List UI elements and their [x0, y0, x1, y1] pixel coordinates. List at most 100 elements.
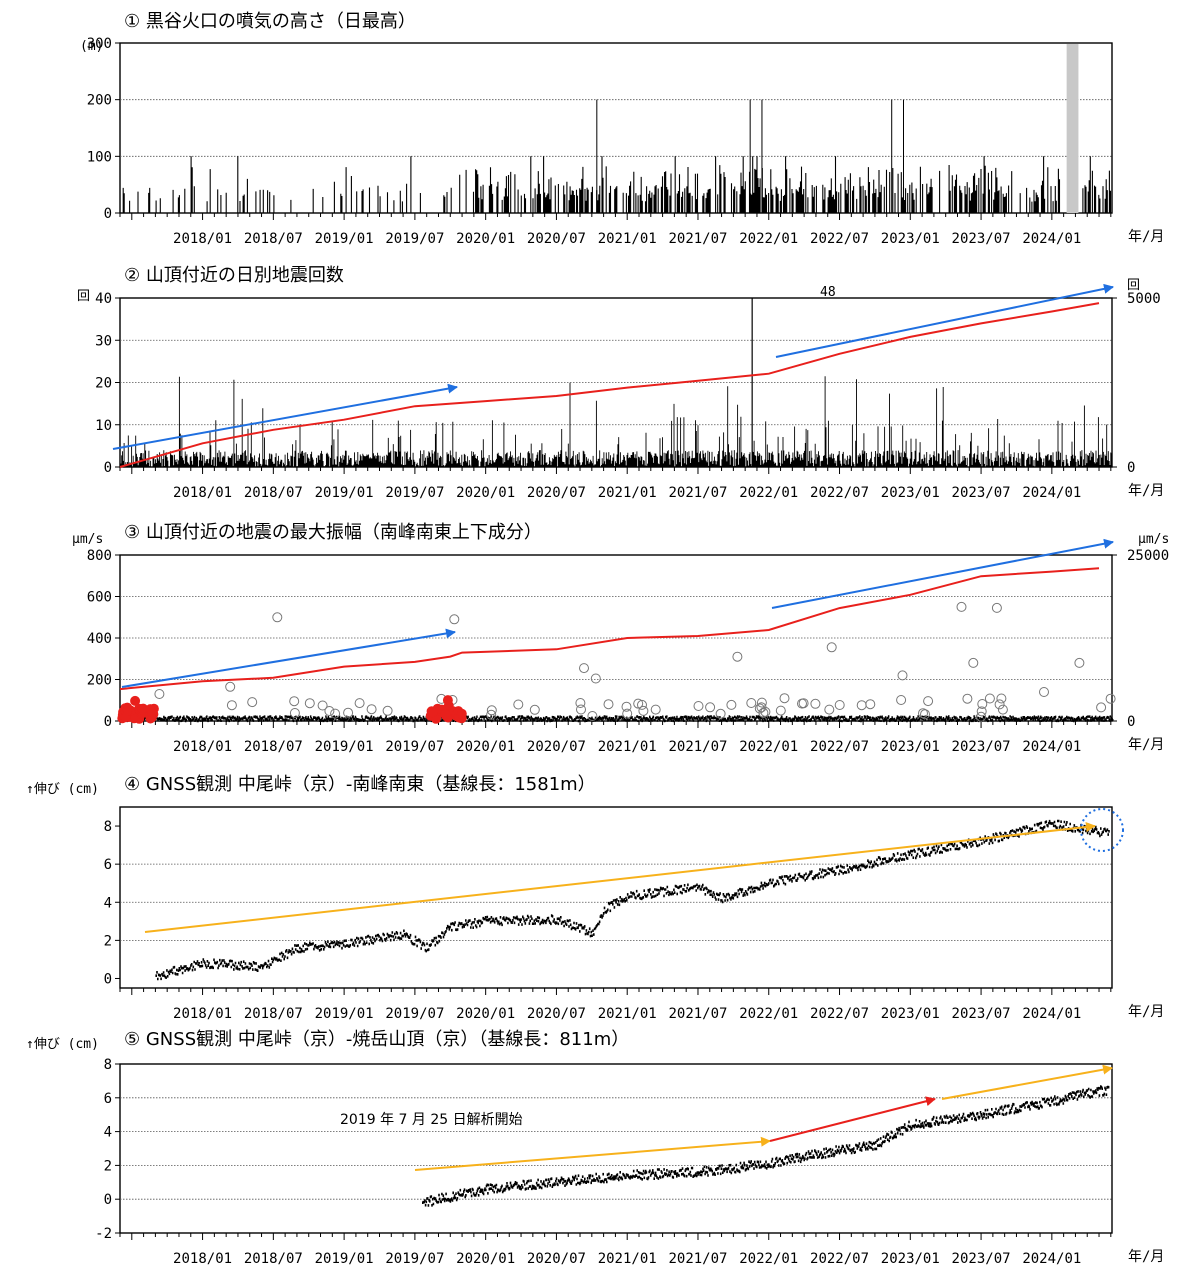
y-tick-label: 100 — [87, 149, 112, 165]
gnss-baseline-points — [155, 819, 1110, 981]
y-tick-label: 4 — [104, 895, 112, 911]
panel-2-plot: 0 10 20 30 40 0 5000 2018/01 2018/07 2019/01 2019/… — [95, 283, 1164, 501]
x-tick-label: 2022/01 — [739, 1251, 798, 1267]
amplitude-point — [603, 699, 614, 710]
x-tick-label: 2019/01 — [315, 485, 374, 501]
amplitude-point — [575, 698, 586, 708]
panel-1: (m) ① 黒谷火口の噴気の高さ（日最高） 0 100 200 300 2018/01 2… — [80, 11, 1164, 247]
amplitude-point — [756, 702, 767, 713]
amplitude-point — [834, 700, 845, 710]
x-tick-label: 2023/01 — [881, 1251, 940, 1267]
x-tick-label: 2018/01 — [173, 1251, 232, 1267]
amplitude-point — [856, 700, 867, 711]
panel-1-ylabel: (m) — [80, 39, 103, 54]
plot-frame — [119, 806, 1113, 989]
amplitude-point — [622, 708, 633, 719]
x-tick-label: 2020/07 — [527, 739, 586, 755]
amplitude-point — [758, 707, 769, 718]
x-tick-label: 2021/01 — [598, 739, 657, 755]
x-tick-label: 2024/01 — [1022, 1006, 1081, 1022]
x-tick-label: 2024/01 — [1022, 1251, 1081, 1267]
x-tick-label: 2019/01 — [315, 1251, 374, 1267]
trend-arrow — [771, 538, 1114, 609]
y2-tick-label: 5000 — [1127, 291, 1161, 307]
y-tick-label: 20 — [95, 376, 112, 392]
y-tick-label: 0 — [104, 971, 112, 987]
x-tick-label: 2023/07 — [952, 485, 1011, 501]
x-tick-label: 2022/07 — [810, 1251, 869, 1267]
amplitude-point — [247, 697, 258, 708]
amplitude-point — [994, 699, 1005, 710]
y-tick-label: 300 — [87, 36, 112, 52]
x-tick-label: 2019/01 — [315, 739, 374, 755]
amplitude-point — [637, 699, 647, 710]
earthquake-count-bars — [119, 376, 1113, 467]
amplitude-point — [343, 707, 354, 718]
red-amplitude-point — [427, 707, 438, 718]
x-tick-label: 2020/01 — [456, 1251, 515, 1267]
panel-4: ↑伸び (cm) ④ GNSS観測 中尾峠（京）-南峰南東（基線長：1581m）… — [26, 774, 1164, 1022]
gnss-baseline-points — [422, 1085, 1110, 1207]
y-tick-label: 30 — [95, 333, 112, 349]
panel-4-ylabel: ↑伸び (cm) — [26, 782, 99, 797]
red-amplitude-point — [456, 708, 467, 719]
x-tick-label: 2019/01 — [315, 231, 374, 247]
x-tick-label: 2023/07 — [952, 1006, 1011, 1022]
amplitude-point — [486, 709, 497, 720]
amplitude-point — [324, 706, 335, 716]
large-amplitude-point — [1039, 687, 1049, 697]
panel-2-ylabel-right: 回 — [1127, 278, 1140, 293]
red-amplitude-point — [147, 708, 158, 719]
amplitude-point — [366, 704, 377, 715]
y-tick-label: 600 — [87, 590, 112, 606]
x-unit-label: 年/月 — [1128, 229, 1164, 245]
amplitude-point — [726, 699, 737, 710]
y-tick-label: 4 — [104, 1125, 112, 1141]
x-tick-label: 2018/01 — [173, 231, 232, 247]
y-tick-label: 200 — [87, 673, 112, 689]
large-amplitude-point — [590, 673, 601, 684]
amplitude-point — [289, 708, 300, 718]
x-tick-label: 2021/01 — [598, 1006, 657, 1022]
amplitude-point — [824, 704, 835, 715]
amplitude-point — [976, 706, 987, 717]
x-tick-label: 2021/07 — [668, 485, 727, 501]
x-tick-label: 2018/07 — [244, 1006, 303, 1022]
y-tick-label: 6 — [104, 1091, 112, 1107]
y-tick-label: 40 — [95, 291, 112, 307]
large-amplitude-point — [956, 601, 967, 612]
amplitude-point — [977, 699, 988, 709]
large-amplitude-point — [449, 614, 460, 625]
y-tick-label: 200 — [87, 93, 112, 109]
amplitude-point — [638, 705, 649, 716]
amplitude-point — [513, 699, 524, 710]
x-unit-label: 年/月 — [1128, 737, 1164, 753]
large-amplitude-point — [991, 602, 1002, 613]
panel-5-title: ⑤ GNSS観測 中尾峠（京）-焼岳山頂（京）（基線長：811m） — [124, 1029, 629, 1050]
trend-arrow — [769, 1096, 936, 1142]
x-tick-label: 2024/01 — [1022, 739, 1081, 755]
amplitude-point — [920, 709, 930, 720]
x-tick-label: 2020/01 — [456, 485, 515, 501]
x-unit-label: 年/月 — [1128, 483, 1164, 499]
x-tick-label: 2018/07 — [244, 739, 303, 755]
x-tick-label: 2021/01 — [598, 485, 657, 501]
x-tick-label: 2019/07 — [385, 1251, 444, 1267]
x-tick-label: 2018/07 — [244, 1251, 303, 1267]
amplitude-point — [715, 708, 726, 719]
x-tick-label: 2023/01 — [881, 485, 940, 501]
x-tick-label: 2018/07 — [244, 485, 303, 501]
x-tick-label: 2022/07 — [810, 1006, 869, 1022]
amplitude-point — [1096, 702, 1107, 713]
amplitude-point — [289, 696, 300, 707]
x-tick-label: 2024/01 — [1022, 485, 1081, 501]
cumulative-count-line — [119, 302, 1100, 468]
amplitude-point — [693, 701, 704, 711]
y-tick-label: -2 — [95, 1226, 112, 1242]
amplitude-point — [304, 698, 315, 709]
x-tick-label: 2018/07 — [244, 231, 303, 247]
panel-2-title: ② 山頂付近の日別地震回数 — [124, 265, 344, 286]
x-tick-label: 2019/07 — [385, 231, 444, 247]
x-tick-label: 2023/01 — [881, 1006, 940, 1022]
